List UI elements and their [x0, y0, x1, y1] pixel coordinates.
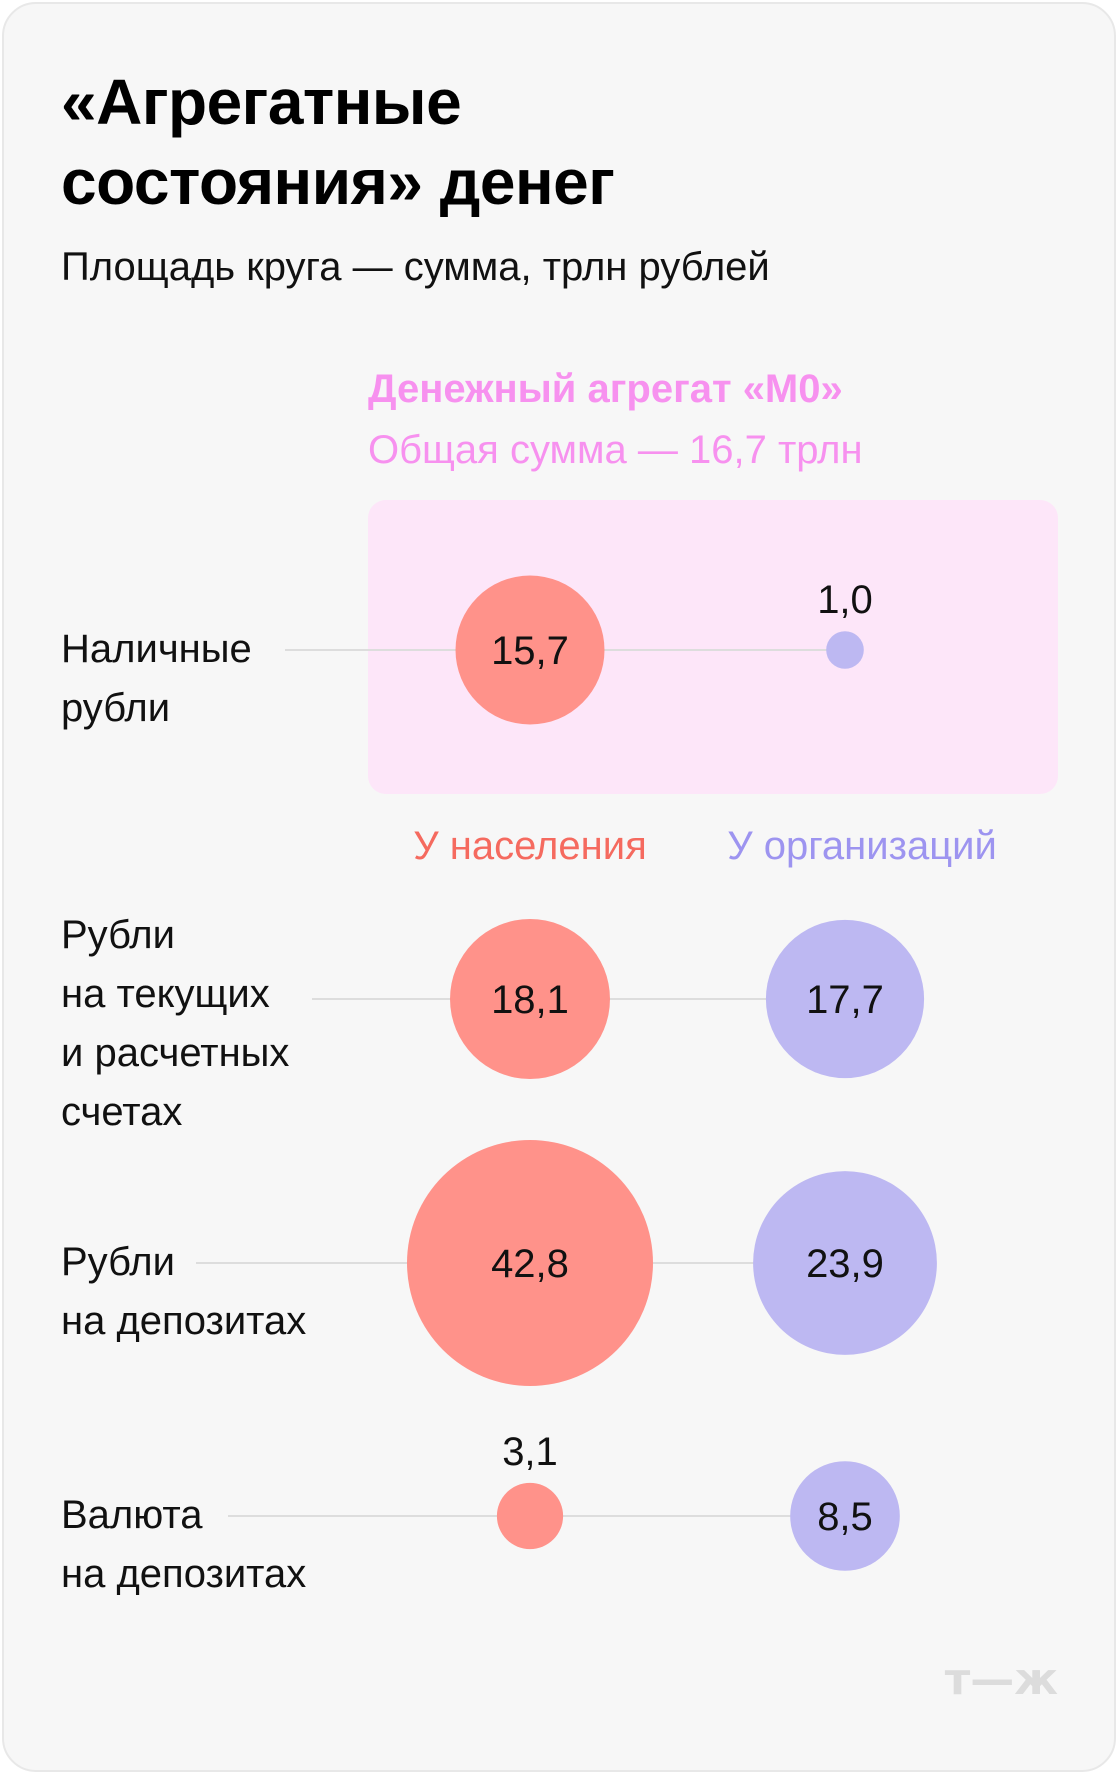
row-label-line: Валюта: [61, 1493, 203, 1537]
row-label: Наличные рубли: [61, 620, 252, 738]
row-label-line: Рубли: [61, 913, 175, 957]
chart-title: «Агрегатные состояния» денег: [61, 62, 615, 222]
data-label: 8,5: [817, 1495, 873, 1539]
bubble-organizations: [790, 1461, 900, 1571]
data-label: 1,0: [817, 578, 873, 622]
logo-text: т—ж: [945, 1654, 1059, 1705]
m0-title: Денежный агрегат «М0»: [368, 367, 843, 411]
row-label-line: на депозитах: [61, 1299, 307, 1343]
bubble-organizations: [826, 631, 864, 669]
data-label: 3,1: [502, 1430, 558, 1474]
row-label: Валюта на депозитах: [61, 1486, 306, 1604]
bubble-population: [450, 919, 610, 1079]
data-label: 18,1: [491, 978, 569, 1022]
bubble-population: [496, 1482, 564, 1550]
row-label-line: счетах: [61, 1090, 183, 1134]
title-line-2: состояния» денег: [61, 146, 615, 218]
title-line-1: «Агрегатные: [61, 66, 462, 138]
data-label: 23,9: [806, 1242, 884, 1286]
tzh-logo: т—ж: [945, 1654, 1059, 1705]
bubble-organizations: [765, 919, 925, 1079]
row-label-line: Наличные: [61, 627, 252, 671]
data-label: 42,8: [491, 1242, 569, 1286]
column-header-population: У населения: [413, 824, 646, 868]
row-label-line: Рубли: [61, 1240, 175, 1284]
chart-subtitle: Площадь круга — сумма, трлн рублей: [61, 245, 770, 289]
row-label-line: на текущих: [61, 972, 270, 1016]
row-label: Рубли на текущих и расчетных счетах: [61, 906, 289, 1142]
bubble-population: [455, 575, 605, 725]
data-label: 15,7: [491, 629, 569, 673]
data-label: 17,7: [806, 978, 884, 1022]
row-label-line: рубли: [61, 686, 171, 730]
bubble-organizations: [753, 1171, 937, 1355]
column-header-organizations: У организаций: [727, 824, 997, 868]
row-label: Рубли на депозитах: [61, 1233, 306, 1351]
row-label-line: на депозитах: [61, 1552, 307, 1596]
m0-subtitle: Общая сумма — 16,7 трлн: [368, 428, 863, 472]
row-label-line: и расчетных: [61, 1031, 290, 1075]
bubble-population: [407, 1140, 653, 1386]
